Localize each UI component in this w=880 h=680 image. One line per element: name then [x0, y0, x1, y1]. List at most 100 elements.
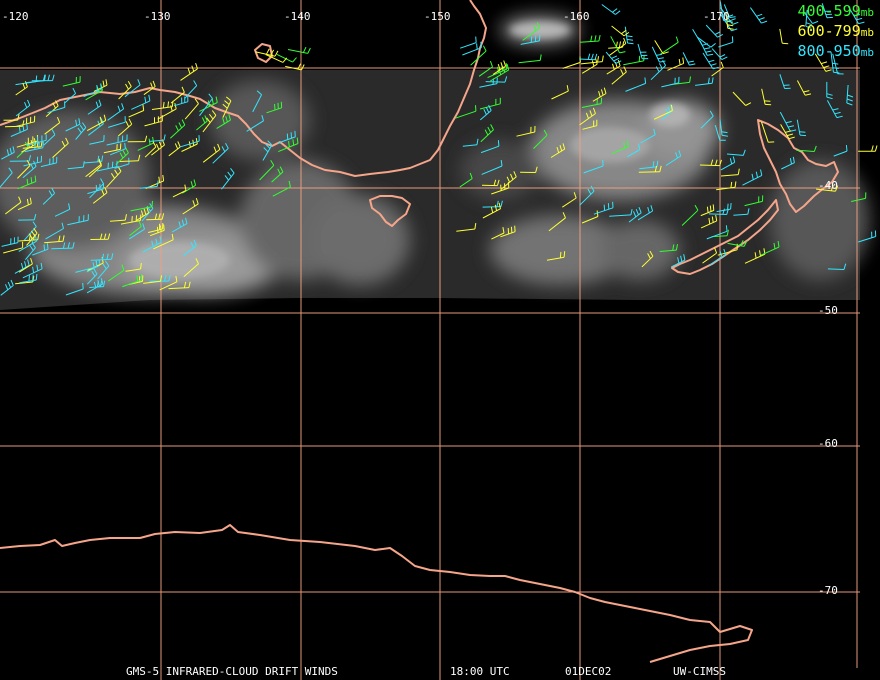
- wind-barb: [159, 275, 178, 291]
- wind-barb: [143, 80, 156, 96]
- wind-barb: [714, 124, 726, 141]
- longitude-label: -170: [703, 10, 730, 23]
- wind-barb: [551, 85, 569, 100]
- wind-barb: [821, 3, 833, 19]
- cape-york-coast: [254, 43, 273, 63]
- wind-barb: [130, 200, 153, 212]
- wind-barb: [92, 186, 108, 204]
- wind-barb: [796, 119, 807, 137]
- wind-barb: [456, 223, 477, 232]
- wind-barb: [491, 181, 510, 195]
- wind-barb: [661, 76, 680, 88]
- wind-barb: [455, 105, 477, 119]
- wind-barb: [608, 37, 627, 57]
- australia-coast: [0, 0, 487, 177]
- wind-barb: [0, 279, 14, 296]
- wind-barb: [180, 62, 198, 81]
- wind-barb: [122, 273, 143, 288]
- wind-barb: [482, 202, 501, 219]
- wind-barb: [609, 208, 633, 217]
- wind-barb: [485, 76, 508, 83]
- wind-barb: [716, 181, 737, 191]
- wind-barb: [732, 91, 752, 106]
- wind-barb: [17, 160, 31, 179]
- wind-barb: [500, 171, 517, 190]
- legend-item-600-799: 600-799mb: [798, 22, 874, 42]
- wind-barb: [699, 40, 714, 56]
- wind-barb: [16, 115, 36, 127]
- wind-barb: [726, 149, 746, 156]
- wind-barb: [637, 43, 649, 60]
- wind-barb: [733, 208, 750, 216]
- longitude-label: -120: [2, 10, 29, 23]
- wind-barb: [86, 268, 98, 285]
- wind-barb: [86, 114, 107, 132]
- wind-barb: [83, 83, 102, 98]
- wind-barb: [711, 61, 724, 77]
- wind-barb: [266, 101, 283, 114]
- legend-range: 800-950: [797, 42, 861, 60]
- wind-barb: [641, 250, 654, 268]
- wind-barb: [131, 94, 151, 110]
- wind-barb: [592, 87, 607, 102]
- wind-barb: [858, 230, 877, 243]
- wind-barb: [827, 263, 847, 270]
- latitude-label: -40: [818, 179, 838, 192]
- wind-barb: [601, 4, 621, 15]
- wind-barb: [276, 53, 297, 63]
- wind-barb: [593, 201, 614, 215]
- wind-barb: [183, 239, 197, 257]
- wind-barb: [702, 52, 719, 70]
- wind-barb: [107, 103, 125, 121]
- wind-barb: [579, 53, 598, 61]
- wind-barb: [851, 192, 867, 202]
- latitude-label: -50: [818, 304, 838, 317]
- wind-barb: [1, 146, 15, 160]
- wind-barb: [803, 11, 819, 24]
- wind-barb: [579, 185, 595, 206]
- wind-barb: [202, 110, 217, 133]
- wind-barb: [720, 7, 739, 25]
- wind-barb: [108, 264, 125, 282]
- wind-barb: [93, 79, 108, 92]
- wind-barb: [90, 253, 114, 261]
- wind-barb: [96, 160, 118, 172]
- longitude-label: -160: [563, 10, 590, 23]
- wind-barb: [43, 129, 56, 146]
- wind-barb: [481, 179, 500, 187]
- wind-barb: [271, 166, 284, 183]
- wind-barb: [285, 63, 305, 71]
- wind-barb: [700, 214, 718, 229]
- wind-barb: [118, 81, 132, 100]
- wind-barb: [470, 45, 487, 66]
- wind-barb: [278, 137, 299, 153]
- wind-barb: [109, 214, 127, 222]
- wind-barb: [705, 24, 724, 38]
- wind-barb: [611, 66, 627, 85]
- wind-barb: [40, 156, 58, 168]
- wind-barb: [139, 180, 159, 189]
- wind-barb: [826, 100, 843, 119]
- wind-barb: [744, 195, 764, 207]
- wind-barb: [129, 220, 142, 236]
- image-caption: GMS-5 INFRARED-CLOUD DRIFT WINDS 18:00 U…: [0, 665, 880, 679]
- wind-barb: [708, 248, 727, 266]
- new-zealand-north-coast: [757, 119, 839, 213]
- wind-barb: [708, 208, 729, 215]
- wind-barb: [624, 26, 634, 45]
- wind-barb: [749, 7, 768, 24]
- wind-barb: [579, 107, 596, 126]
- wind-barb: [184, 80, 198, 99]
- wind-barb: [516, 125, 536, 137]
- wind-barb: [833, 145, 848, 157]
- wind-barb: [605, 51, 622, 64]
- wind-barb: [581, 58, 598, 74]
- wind-barb: [742, 169, 763, 186]
- wind-barb: [482, 200, 503, 208]
- wind-barb: [500, 225, 516, 238]
- wind-barb: [796, 145, 817, 152]
- wind-barb: [699, 159, 722, 167]
- wind-barb: [277, 130, 296, 144]
- wind-barb: [199, 93, 213, 117]
- caption-product: GMS-5 INFRARED-CLOUD DRIFT WINDS: [126, 665, 338, 678]
